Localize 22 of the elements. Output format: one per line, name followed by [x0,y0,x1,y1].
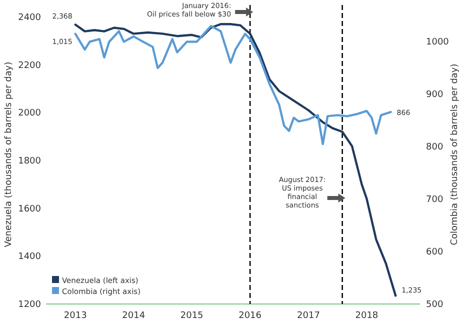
y-tick-label: 1200 [18,300,42,310]
y-axis-title: Venezuela (thousands of barrels per day) [4,62,14,248]
y-tick-label: 2400 [18,12,42,23]
y-tick-label: 2200 [18,60,42,71]
line-series [74,24,392,146]
y2-tick-label: 500 [426,300,444,310]
x-tick-label: 2015 [180,311,204,321]
y-tick-label: 1400 [18,252,42,262]
x-tick-label: 2013 [64,311,87,321]
y2-tick-label: 1000 [426,38,450,48]
y-tick-label: 1600 [18,204,42,214]
y-tick-label: 2000 [18,108,42,119]
x-tick-label: 2016 [238,311,262,321]
y2-axis-title: Colombia (thousands of barrels per day) [450,64,460,246]
y-tick-label: 1800 [18,156,42,166]
y2-tick-label: 700 [426,195,444,206]
x-tick-label: 2017 [297,311,320,321]
x-tick-label: 2014 [122,311,146,321]
y2-tick-label: 900 [426,90,444,100]
y2-tick-label: 800 [426,142,444,153]
y2-tick-label: 600 [426,248,444,258]
x-tick-label: 2018 [355,311,378,321]
